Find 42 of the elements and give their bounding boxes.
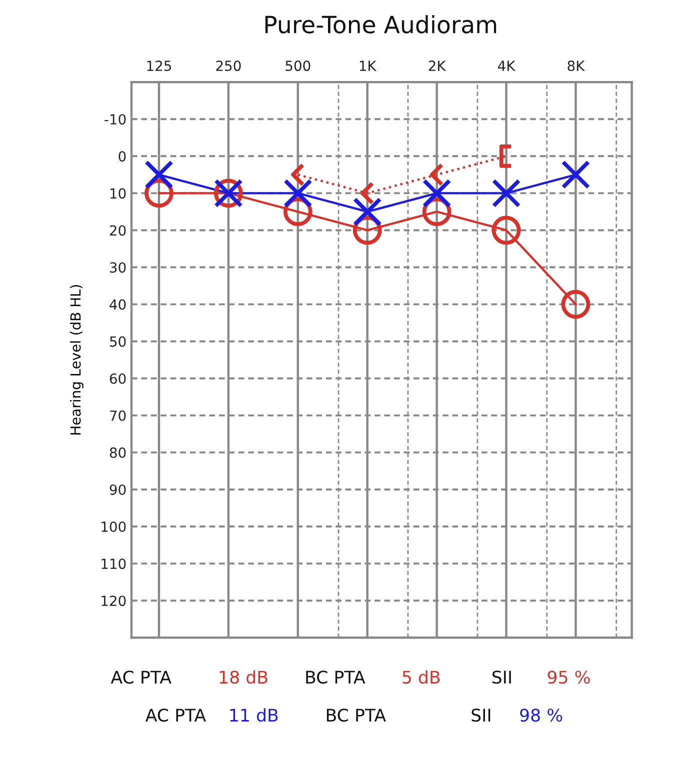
- y-tick-label: 120: [102, 596, 126, 606]
- y-tick-label: 0: [118, 151, 126, 162]
- point: [492, 178, 521, 208]
- text: 98 %: [520, 708, 562, 722]
- point: [422, 178, 452, 208]
- x-tick-label: 250: [216, 60, 241, 72]
- x-tick-label: 1K: [360, 60, 377, 71]
- text: BC PTA: [326, 708, 386, 722]
- text: AC PTA: [145, 708, 206, 722]
- text: SII: [472, 708, 490, 722]
- text: 11 dB: [230, 708, 278, 722]
- y-tick-label: 70: [110, 410, 126, 421]
- y-tick-label: 20: [110, 225, 126, 236]
- text: SII: [492, 670, 511, 684]
- x-tick-label: 4K: [498, 60, 516, 71]
- text: 5 dB: [402, 670, 440, 684]
- point: [283, 178, 312, 208]
- y-tick-label: 10: [110, 188, 126, 199]
- y-tick-label: 30: [110, 262, 126, 273]
- y-tick-label: 100: [102, 521, 126, 532]
- x-tick-label: 2K: [428, 60, 446, 71]
- chart-title: Pure-Tone Audioram: [265, 15, 496, 34]
- point: [492, 216, 521, 245]
- point: [352, 197, 382, 226]
- text: 18 dB: [220, 670, 268, 684]
- y-tick-label: 50: [110, 336, 126, 347]
- point: [561, 290, 590, 319]
- point: [561, 160, 590, 190]
- x-tick-label: 125: [147, 60, 172, 72]
- text: AC PTA: [110, 670, 172, 684]
- y-tick-label: -10: [104, 114, 126, 125]
- y-tick-label: 80: [110, 447, 126, 458]
- y-tick-label: 60: [110, 373, 126, 384]
- y-tick-label: 90: [110, 484, 126, 495]
- text: 95 %: [548, 670, 590, 684]
- y-tick-label: 40: [110, 299, 126, 310]
- x-tick-label: 8K: [568, 60, 585, 72]
- point: [144, 160, 174, 190]
- y-axis-title: Hearing Level (dB HL): [70, 285, 84, 434]
- y-tick-label: 110: [102, 558, 126, 570]
- x-tick-label: 500: [286, 60, 310, 72]
- text: BC PTA: [306, 670, 366, 684]
